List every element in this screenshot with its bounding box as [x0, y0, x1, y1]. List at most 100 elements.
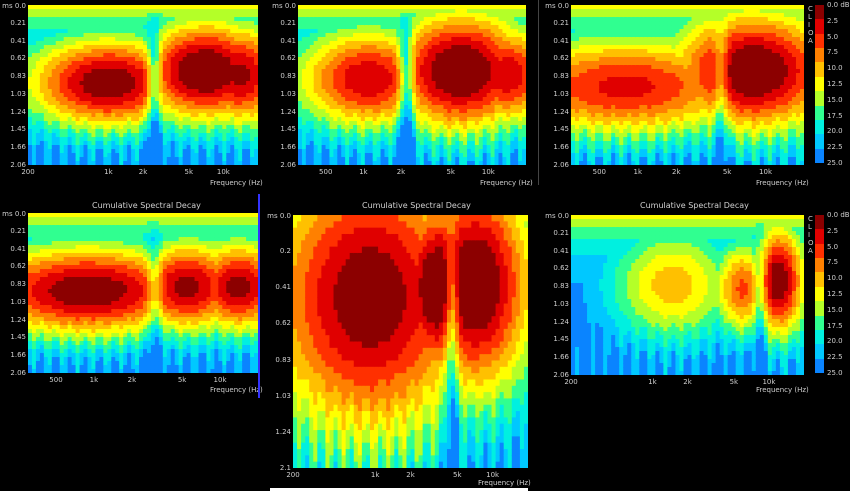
heatmap-cell — [31, 57, 37, 62]
heatmap-cell — [571, 13, 576, 18]
heatmap-cell — [518, 41, 523, 46]
heatmap-cell — [222, 25, 227, 30]
heatmap-cell — [431, 117, 437, 122]
heatmap-cell — [131, 89, 136, 94]
heatmap-cell — [486, 33, 492, 38]
heatmap-cell — [79, 89, 85, 94]
heatmap-cell — [337, 49, 342, 54]
heatmap-cell — [87, 9, 93, 14]
heatmap-cell — [178, 81, 184, 86]
heatmap-cell — [353, 69, 358, 74]
heatmap-cell — [234, 81, 239, 86]
heatmap-cell — [447, 101, 452, 106]
heatmap-cell — [298, 149, 303, 154]
heatmap-cell — [522, 157, 526, 162]
heatmap-cell — [87, 49, 93, 54]
heatmap-cell — [368, 85, 374, 90]
heatmap-cell — [95, 133, 100, 138]
heatmap-cell — [35, 41, 41, 46]
heatmap-cell — [242, 29, 247, 34]
heatmap-cell — [119, 69, 124, 74]
heatmap-cell — [591, 121, 596, 126]
heatmap-cell — [341, 137, 346, 142]
heatmap-cell — [486, 9, 492, 14]
heatmap-cell — [333, 89, 338, 94]
heatmap-cell — [91, 149, 97, 154]
heatmap-cell — [474, 81, 480, 86]
heatmap-cell — [242, 101, 247, 106]
heatmap-cell — [111, 81, 116, 86]
heatmap-cell — [31, 89, 37, 94]
heatmap-cell — [107, 117, 112, 122]
heatmap-cell — [39, 41, 45, 46]
heatmap-cell — [595, 101, 600, 106]
heatmap-cell — [226, 121, 231, 126]
heatmap-cell — [419, 81, 425, 86]
heatmap-cell — [364, 69, 370, 74]
heatmap-cell — [447, 153, 452, 158]
heatmap-cell — [143, 53, 148, 58]
heatmap-cell — [502, 45, 507, 50]
heatmap-cell — [506, 85, 511, 90]
heatmap-cell — [415, 69, 421, 74]
heatmap-cell — [360, 93, 366, 98]
heatmap-cell — [139, 85, 144, 90]
heatmap-cell — [28, 41, 33, 46]
heatmap-cell — [368, 141, 374, 146]
heatmap-cell — [325, 9, 331, 14]
heatmap-cell — [119, 65, 124, 70]
heatmap-cell — [123, 41, 128, 46]
heatmap-cell — [254, 85, 258, 90]
heatmap-cell — [313, 57, 319, 62]
heatmap-cell — [222, 49, 227, 54]
heatmap-cell — [353, 33, 358, 38]
heatmap-cell — [301, 161, 307, 165]
heatmap-cell — [404, 121, 409, 126]
heatmap-cell — [486, 25, 492, 30]
heatmap-cell — [158, 141, 164, 146]
heatmap-cell — [87, 141, 93, 146]
heatmap-cell — [301, 29, 307, 34]
heatmap-cell — [158, 101, 164, 106]
heatmap-cell — [250, 37, 255, 42]
heatmap-cell — [234, 157, 239, 162]
heatmap-cell — [111, 9, 116, 14]
heatmap-cell — [364, 129, 370, 134]
heatmap-cell — [419, 133, 425, 138]
heatmap-cell — [59, 113, 65, 118]
heatmap-cell — [360, 61, 366, 66]
heatmap-cell — [415, 133, 421, 138]
heatmap-cell — [51, 149, 57, 154]
heatmap-cell — [455, 13, 460, 18]
heatmap-cell — [166, 105, 172, 110]
heatmap-cell — [123, 85, 128, 90]
heatmap-cell — [51, 105, 57, 110]
heatmap-cell — [39, 117, 45, 122]
heatmap-cell — [474, 69, 480, 74]
heatmap-cell — [498, 29, 504, 34]
heatmap-cell — [522, 93, 526, 98]
heatmap-cell — [170, 65, 176, 70]
heatmap-cell — [123, 21, 128, 26]
heatmap-cell — [28, 157, 33, 162]
heatmap-cell — [498, 153, 504, 158]
heatmap-cell — [79, 117, 85, 122]
heatmap-cell — [380, 153, 386, 158]
heatmap-cell — [447, 89, 452, 94]
heatmap-cell — [498, 49, 504, 54]
heatmap-cell — [518, 101, 523, 106]
heatmap-cell — [67, 13, 73, 18]
heatmap-cell — [198, 49, 204, 54]
heatmap-cell — [595, 61, 600, 66]
heatmap-cell — [254, 13, 258, 18]
heatmap-cell — [190, 109, 196, 114]
heatmap-cell — [368, 117, 374, 122]
heatmap-cell — [198, 5, 204, 10]
heatmap-cell — [43, 133, 49, 138]
heatmap-cell — [427, 5, 433, 10]
heatmap-cell — [474, 85, 480, 90]
heatmap-cell — [131, 33, 136, 38]
heatmap-cell — [166, 121, 172, 126]
heatmap-cell — [345, 93, 350, 98]
heatmap-cell — [238, 13, 243, 18]
